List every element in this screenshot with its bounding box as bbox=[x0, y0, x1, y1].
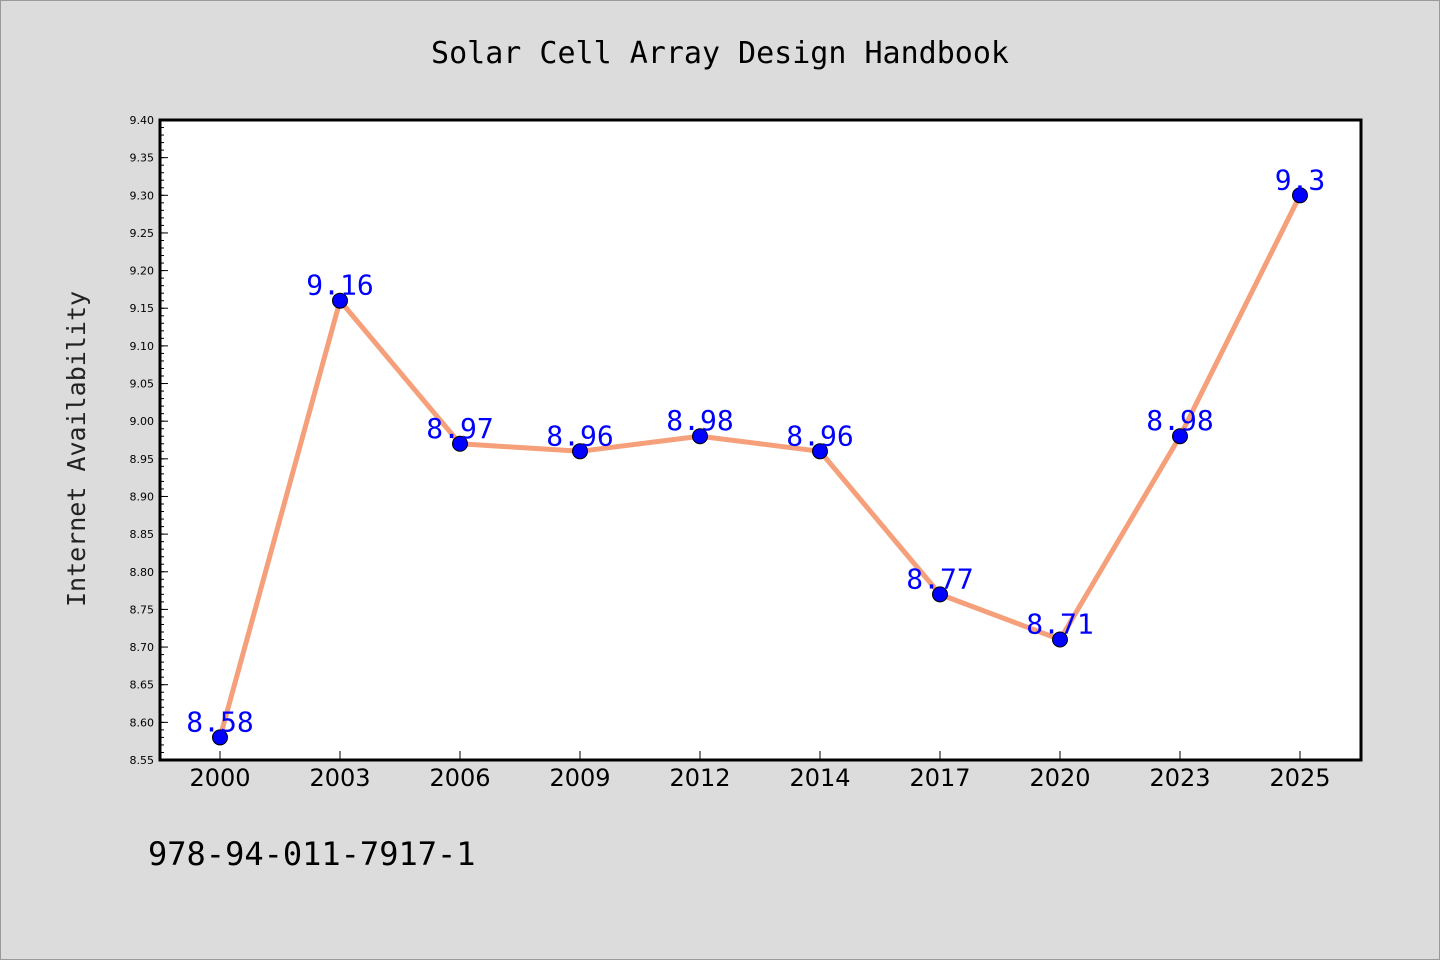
x-tick-label: 2023 bbox=[1149, 764, 1210, 792]
y-axis: 8.55 8.60 8.65 8.70 8.75 8.80 8.85 8.90 8.95 9.00… bbox=[130, 114, 168, 767]
data-point-label: 8.58 bbox=[186, 705, 253, 738]
data-point-label: 8.98 bbox=[666, 404, 733, 437]
data-point-marker bbox=[1292, 187, 1308, 204]
data-point-label: 8.98 bbox=[1146, 404, 1213, 437]
x-tick-label: 2006 bbox=[429, 764, 490, 792]
y-tick-label: 9.30 bbox=[130, 189, 155, 202]
x-tick-label: 2017 bbox=[909, 764, 970, 792]
x-tick-label: 2000 bbox=[189, 764, 250, 792]
x-tick-label: 2025 bbox=[1269, 764, 1330, 792]
data-point-marker bbox=[332, 292, 348, 309]
data-point-label: 8.97 bbox=[426, 412, 493, 445]
y-tick-label: 8.70 bbox=[130, 641, 155, 654]
data-point-marker bbox=[452, 435, 468, 452]
y-tick-label: 9.15 bbox=[130, 302, 155, 315]
data-point-label: 8.96 bbox=[546, 419, 613, 452]
y-tick-label: 8.95 bbox=[130, 453, 155, 466]
y-tick-label: 9.00 bbox=[130, 415, 155, 428]
y-tick-label: 8.60 bbox=[130, 716, 155, 729]
plot-area bbox=[158, 118, 1363, 762]
data-point-label: 9.3 bbox=[1275, 163, 1326, 196]
y-tick-label: 8.75 bbox=[130, 603, 155, 616]
data-point-marker bbox=[932, 586, 948, 603]
data-point-label: 8.71 bbox=[1026, 608, 1093, 641]
x-axis: 2000 2003 2006 2009 2012 2014 2017 2020 2023 2025 bbox=[189, 751, 1331, 792]
chart-title: Solar Cell Array Design Handbook bbox=[431, 36, 1009, 71]
y-tick-label: 9.25 bbox=[130, 227, 155, 240]
x-tick-label: 2012 bbox=[669, 764, 730, 792]
y-tick-label: 8.80 bbox=[130, 566, 155, 579]
isbn-text: 978-94-011-7917-1 bbox=[148, 835, 476, 873]
data-point-marker bbox=[812, 443, 828, 460]
y-tick-label: 8.55 bbox=[130, 754, 155, 767]
series-line bbox=[217, 194, 1303, 739]
series-line-group: 8.58 9.16 8.97 8.96 8.98 8.96 8.77 8.71 8.98 9.3 bbox=[186, 163, 1326, 746]
data-point-label: 8.96 bbox=[786, 419, 853, 452]
data-point-marker bbox=[572, 443, 588, 460]
y-tick-label: 9.35 bbox=[130, 152, 155, 165]
data-point-marker bbox=[212, 729, 228, 746]
y-tick-label: 9.10 bbox=[130, 340, 155, 353]
y-axis-label: Internet Availability bbox=[62, 291, 91, 607]
x-tick-label: 2020 bbox=[1029, 764, 1090, 792]
x-tick-label: 2014 bbox=[789, 764, 850, 792]
y-tick-label: 8.85 bbox=[130, 528, 155, 541]
y-tick-label: 8.90 bbox=[130, 490, 155, 503]
y-tick-label: 8.65 bbox=[130, 679, 155, 692]
data-point-label: 8.77 bbox=[906, 562, 973, 595]
y-tick-label: 9.40 bbox=[130, 114, 155, 127]
data-point-label: 9.16 bbox=[306, 269, 373, 302]
y-tick-label: 9.05 bbox=[130, 378, 155, 391]
data-point-marker bbox=[1052, 631, 1068, 648]
x-tick-label: 2003 bbox=[309, 764, 370, 792]
x-tick-label: 2009 bbox=[549, 764, 610, 792]
data-point-marker bbox=[692, 428, 708, 445]
data-point-marker bbox=[1172, 428, 1188, 445]
y-tick-label: 9.20 bbox=[130, 265, 155, 278]
